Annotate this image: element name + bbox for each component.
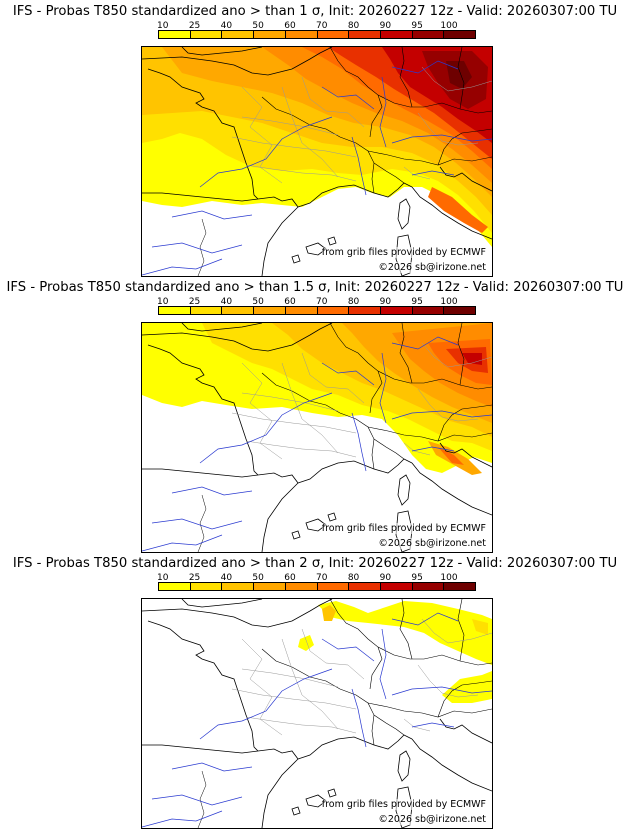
colorbar-tick-label: 25 <box>188 297 201 307</box>
colorbar <box>158 306 476 315</box>
colorbar-segment <box>379 583 412 590</box>
colorbar-segment <box>316 583 349 590</box>
copyright-credit: ©2026 sb@irizone.net <box>378 538 486 549</box>
colorbar-tick-label: 100 <box>440 297 458 307</box>
colorbar-segment <box>443 583 476 590</box>
colorbar-segment <box>253 583 285 590</box>
colorbar-tick-label: 25 <box>188 21 201 31</box>
map-panel-3: IFS - Probas T850 standardized ano > tha… <box>0 552 630 829</box>
colorbar-segment <box>379 307 412 314</box>
colorbar-segment <box>316 307 349 314</box>
colorbar-tick-label: 90 <box>379 573 392 583</box>
colorbar-segment <box>348 307 380 314</box>
colorbar-segment <box>379 31 412 38</box>
colorbar-tick-label: 80 <box>347 297 360 307</box>
colorbar-tick-label: 40 <box>220 573 233 583</box>
colorbar-segment <box>159 31 190 38</box>
colorbar-segment <box>284 31 317 38</box>
panel-title: IFS - Probas T850 standardized ano > tha… <box>6 280 624 295</box>
colorbar-tick-label: 80 <box>347 573 360 583</box>
colorbar-tick-label: 70 <box>316 297 328 307</box>
colorbar-tick-label: 10 <box>157 21 169 31</box>
colorbar-tick-label: 70 <box>316 21 328 31</box>
colorbar-segment <box>253 307 285 314</box>
colorbar-segment <box>443 31 476 38</box>
colorbar-tick-label: 50 <box>252 573 264 583</box>
probability-map: from grib files provided by ECMWF ©2026 … <box>141 46 493 277</box>
map-svg <box>142 47 492 276</box>
panel-title: IFS - Probas T850 standardized ano > tha… <box>12 556 618 571</box>
colorbar <box>158 30 476 39</box>
colorbar-tick-label: 10 <box>157 573 169 583</box>
map-panel-2: IFS - Probas T850 standardized ano > tha… <box>0 276 630 553</box>
colorbar-tick-label: 60 <box>284 297 296 307</box>
colorbar-tick-label: 95 <box>411 21 423 31</box>
colorbar-segment <box>316 31 349 38</box>
colorbar-tick-label: 95 <box>411 573 423 583</box>
colorbar-tick-label: 50 <box>252 297 264 307</box>
colorbar-tick-label: 100 <box>440 573 458 583</box>
colorbar-segment <box>221 583 254 590</box>
colorbar-tick-label: 60 <box>284 21 296 31</box>
copyright-credit: ©2026 sb@irizone.net <box>378 262 486 273</box>
copyright-credit: ©2026 sb@irizone.net <box>378 814 486 825</box>
colorbar-segment <box>159 307 190 314</box>
map-panel-1: IFS - Probas T850 standardized ano > tha… <box>0 0 630 277</box>
colorbar-segment <box>411 583 444 590</box>
provider-credit: from grib files provided by ECMWF <box>321 523 486 534</box>
colorbar-segment <box>221 31 254 38</box>
colorbar-segment <box>189 31 222 38</box>
colorbar-segment <box>189 307 222 314</box>
colorbar-segment <box>159 583 190 590</box>
colorbar-tick-label: 25 <box>188 573 201 583</box>
panel-title: IFS - Probas T850 standardized ano > tha… <box>12 4 618 19</box>
map-svg <box>142 323 492 552</box>
colorbar-tick-label: 50 <box>252 21 264 31</box>
colorbar-segment <box>221 307 254 314</box>
colorbar-segment <box>348 583 380 590</box>
colorbar-segment <box>411 307 444 314</box>
provider-credit: from grib files provided by ECMWF <box>321 799 486 810</box>
colorbar-tick-label: 100 <box>440 21 458 31</box>
colorbar-segment <box>284 307 317 314</box>
colorbar-segment <box>443 307 476 314</box>
colorbar-segment <box>189 583 222 590</box>
colorbar-tick-label: 90 <box>379 21 392 31</box>
probability-map: from grib files provided by ECMWF ©2026 … <box>141 322 493 553</box>
colorbar <box>158 582 476 591</box>
colorbar-tick-label: 70 <box>316 573 328 583</box>
colorbar-segment <box>253 31 285 38</box>
colorbar-segment <box>411 31 444 38</box>
colorbar-tick-label: 90 <box>379 297 392 307</box>
colorbar-tick-label: 40 <box>220 21 233 31</box>
map-svg <box>142 599 492 828</box>
colorbar-tick-label: 80 <box>347 21 360 31</box>
probability-map: from grib files provided by ECMWF ©2026 … <box>141 598 493 829</box>
colorbar-tick-label: 40 <box>220 297 233 307</box>
colorbar-segment <box>284 583 317 590</box>
colorbar-segment <box>348 31 380 38</box>
provider-credit: from grib files provided by ECMWF <box>321 247 486 258</box>
colorbar-tick-label: 60 <box>284 573 296 583</box>
colorbar-tick-label: 95 <box>411 297 423 307</box>
colorbar-tick-label: 10 <box>157 297 169 307</box>
